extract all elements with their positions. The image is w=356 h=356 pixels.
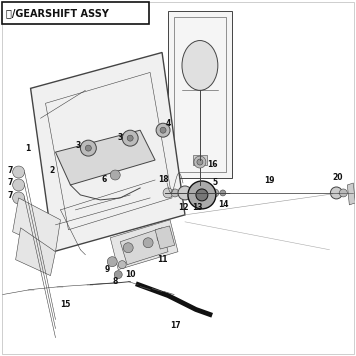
Circle shape	[156, 123, 170, 137]
Polygon shape	[16, 228, 56, 276]
Polygon shape	[31, 52, 185, 252]
Circle shape	[143, 238, 153, 248]
Circle shape	[123, 243, 133, 253]
Text: 10: 10	[125, 270, 135, 279]
Polygon shape	[120, 228, 168, 265]
Circle shape	[13, 192, 25, 204]
Text: 20: 20	[332, 173, 342, 183]
Text: 13: 13	[192, 203, 202, 213]
Bar	[155, 226, 175, 249]
Text: 成/GEARSHIFT ASSY: 成/GEARSHIFT ASSY	[6, 9, 109, 19]
Text: 6: 6	[102, 176, 107, 184]
Circle shape	[85, 145, 91, 151]
Circle shape	[122, 130, 138, 146]
Circle shape	[194, 189, 202, 197]
Text: 7: 7	[8, 192, 13, 200]
Ellipse shape	[182, 41, 218, 90]
Circle shape	[157, 233, 167, 243]
Circle shape	[107, 257, 117, 267]
Text: 2: 2	[50, 166, 55, 174]
Polygon shape	[13, 198, 61, 252]
Circle shape	[339, 189, 347, 197]
Circle shape	[110, 170, 120, 180]
Text: 7: 7	[8, 166, 13, 174]
Circle shape	[330, 187, 342, 199]
Text: 1: 1	[25, 143, 30, 153]
Circle shape	[127, 135, 133, 141]
Circle shape	[194, 156, 206, 168]
Text: 17: 17	[170, 321, 180, 330]
Circle shape	[211, 189, 219, 197]
Circle shape	[220, 190, 226, 196]
Polygon shape	[168, 11, 232, 178]
Text: 19: 19	[265, 177, 275, 185]
Text: 7: 7	[8, 178, 13, 188]
Circle shape	[160, 127, 166, 133]
Text: 15: 15	[60, 300, 70, 309]
Text: 11: 11	[157, 255, 167, 264]
Text: 18: 18	[158, 176, 168, 184]
Circle shape	[13, 179, 25, 191]
Text: 3: 3	[76, 141, 81, 150]
Text: 14: 14	[219, 200, 229, 209]
Circle shape	[188, 181, 216, 209]
Circle shape	[114, 271, 122, 279]
Circle shape	[196, 189, 208, 201]
Text: 16: 16	[208, 159, 218, 168]
Circle shape	[80, 140, 96, 156]
Text: 3: 3	[117, 133, 123, 142]
Circle shape	[163, 188, 173, 198]
Bar	[193, 155, 207, 165]
Text: 4: 4	[166, 119, 171, 128]
Text: 12: 12	[178, 203, 188, 213]
Circle shape	[178, 186, 192, 200]
Circle shape	[171, 189, 179, 197]
Circle shape	[13, 166, 25, 178]
Circle shape	[197, 159, 203, 165]
Text: 5: 5	[212, 178, 218, 188]
Circle shape	[118, 261, 126, 269]
Text: 9: 9	[105, 265, 110, 274]
Polygon shape	[110, 220, 178, 269]
Text: 8: 8	[112, 277, 118, 286]
Polygon shape	[56, 130, 155, 185]
FancyBboxPatch shape	[2, 2, 149, 23]
Polygon shape	[347, 183, 355, 205]
